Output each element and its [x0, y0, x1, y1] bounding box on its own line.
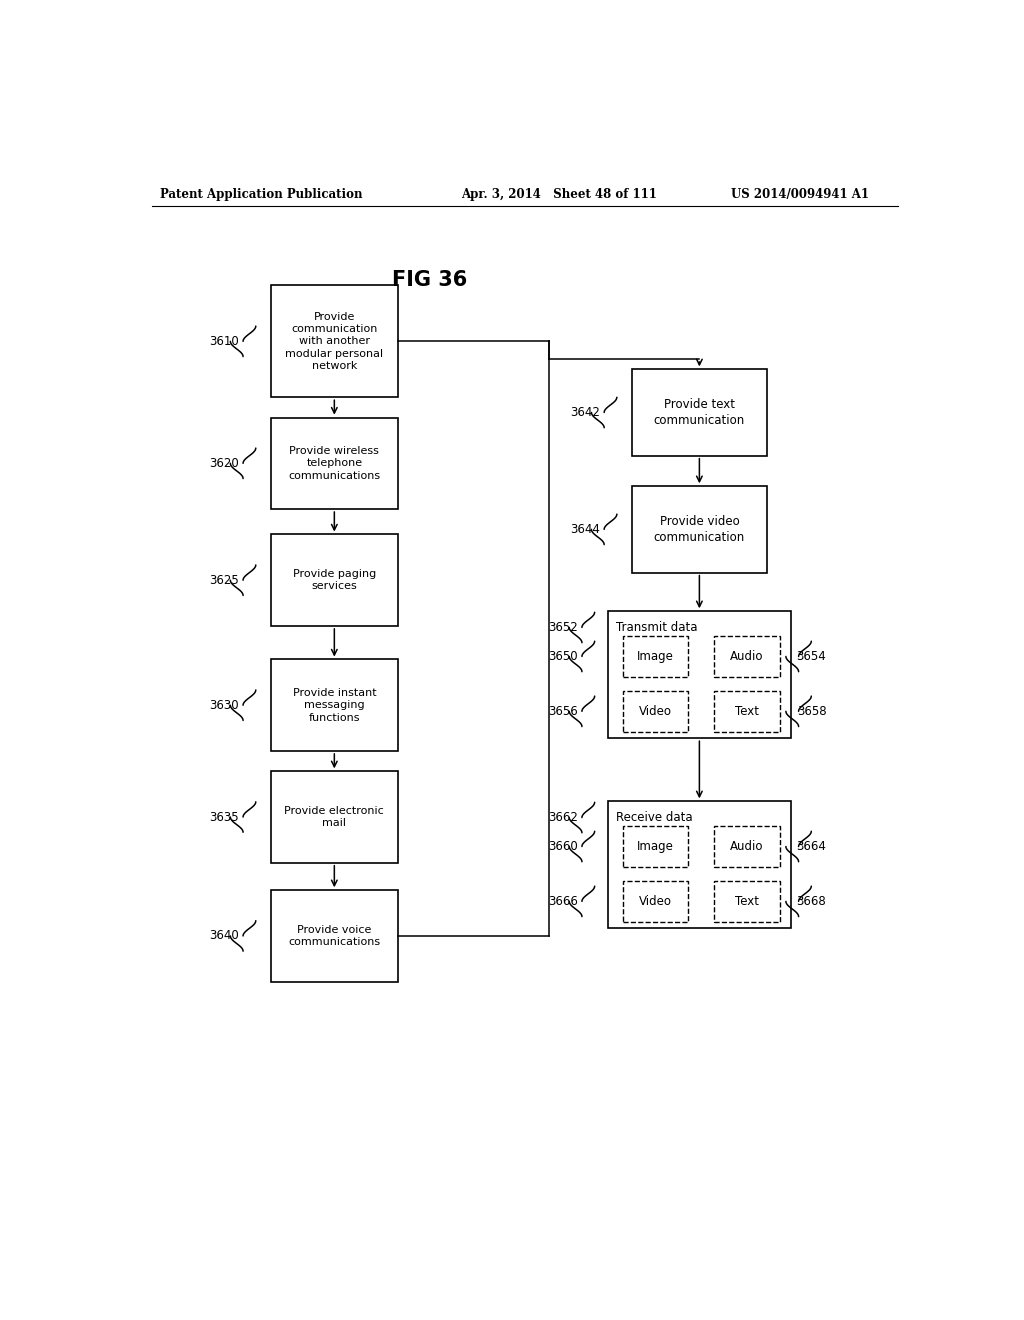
Bar — [270, 285, 397, 397]
Text: Patent Application Publication: Patent Application Publication — [160, 189, 362, 202]
Text: Transmit data: Transmit data — [616, 620, 697, 634]
Bar — [270, 417, 397, 510]
Bar — [715, 636, 779, 677]
Text: Text: Text — [735, 895, 759, 908]
Text: Audio: Audio — [730, 840, 764, 853]
Bar — [270, 771, 397, 863]
Bar — [715, 880, 779, 921]
Text: Image: Image — [637, 840, 674, 853]
Bar — [715, 690, 779, 731]
Text: 3660: 3660 — [548, 840, 578, 853]
Text: 3625: 3625 — [209, 574, 239, 586]
Text: Provide text
communication: Provide text communication — [653, 399, 745, 426]
Text: Provide paging
services: Provide paging services — [293, 569, 376, 591]
Text: Audio: Audio — [730, 649, 764, 663]
Text: 3635: 3635 — [210, 810, 239, 824]
Bar — [715, 826, 779, 867]
Text: Provide video
communication: Provide video communication — [653, 515, 745, 544]
Text: Receive data: Receive data — [616, 810, 692, 824]
Text: 3654: 3654 — [797, 649, 826, 663]
Text: Text: Text — [735, 705, 759, 718]
Text: 3666: 3666 — [548, 895, 578, 908]
Text: Provide instant
messaging
functions: Provide instant messaging functions — [293, 688, 376, 722]
Text: 3644: 3644 — [570, 523, 600, 536]
Text: 3630: 3630 — [210, 698, 239, 711]
Text: 3610: 3610 — [209, 335, 239, 348]
Bar — [632, 370, 767, 455]
Text: 3642: 3642 — [570, 407, 600, 418]
Bar — [624, 636, 688, 677]
Text: Provide wireless
telephone
communications: Provide wireless telephone communication… — [289, 446, 380, 480]
Text: Provide
communication
with another
modular personal
network: Provide communication with another modul… — [286, 312, 383, 371]
Text: 3640: 3640 — [209, 929, 239, 942]
Bar — [270, 660, 397, 751]
Bar — [270, 890, 397, 982]
Text: 3664: 3664 — [797, 840, 826, 853]
Text: 3658: 3658 — [797, 705, 826, 718]
Text: 3662: 3662 — [548, 810, 578, 824]
Text: Video: Video — [639, 705, 672, 718]
Text: Image: Image — [637, 649, 674, 663]
Text: Apr. 3, 2014   Sheet 48 of 111: Apr. 3, 2014 Sheet 48 of 111 — [461, 189, 657, 202]
Text: 3652: 3652 — [548, 620, 578, 634]
Text: 3620: 3620 — [209, 457, 239, 470]
Bar — [624, 880, 688, 921]
Text: US 2014/0094941 A1: US 2014/0094941 A1 — [731, 189, 869, 202]
Bar — [608, 611, 791, 738]
Text: Video: Video — [639, 895, 672, 908]
Text: Provide voice
communications: Provide voice communications — [289, 925, 380, 948]
Text: FIG 36: FIG 36 — [392, 271, 467, 290]
Text: Provide electronic
mail: Provide electronic mail — [285, 805, 384, 828]
Bar — [624, 690, 688, 731]
Bar — [632, 486, 767, 573]
Bar — [270, 535, 397, 626]
Bar — [624, 826, 688, 867]
Text: 3668: 3668 — [797, 895, 826, 908]
Bar — [608, 801, 791, 928]
Text: 3650: 3650 — [548, 649, 578, 663]
Text: 3656: 3656 — [548, 705, 578, 718]
